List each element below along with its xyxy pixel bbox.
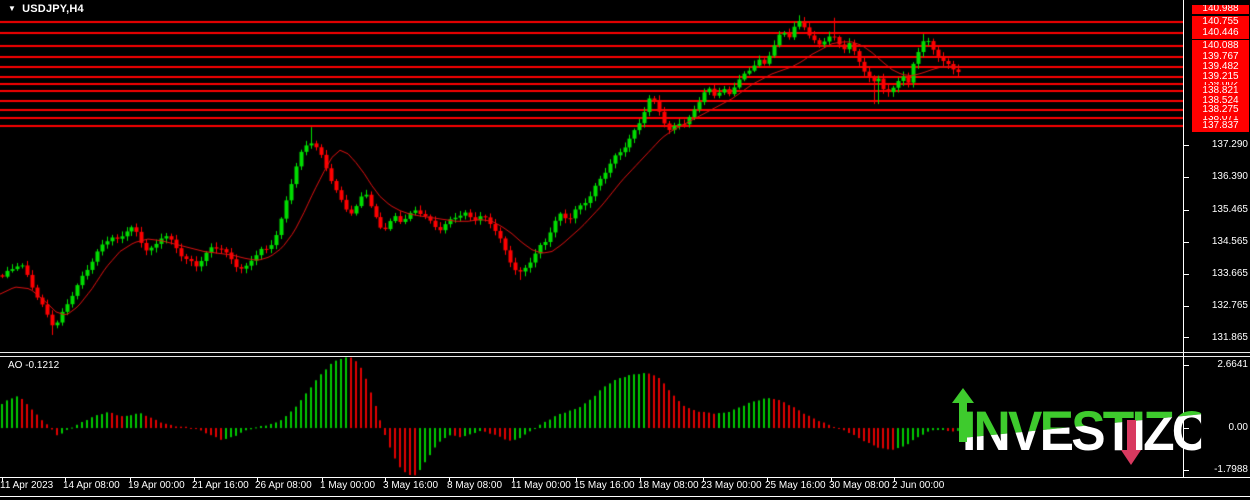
date-tick xyxy=(576,478,577,482)
date-axis-label[interactable]: 25 May 16:00 xyxy=(765,480,826,491)
ao-zero-label: 0.00 xyxy=(1228,422,1248,434)
date-tick xyxy=(894,478,895,482)
price-tick xyxy=(1184,305,1189,307)
date-axis-label[interactable]: 18 May 08:00 xyxy=(638,480,699,491)
price-tick xyxy=(1184,176,1189,178)
price-tick xyxy=(1184,337,1189,339)
ao-indicator-canvas[interactable] xyxy=(0,357,1183,476)
window-bottom-border xyxy=(0,496,1250,497)
date-tick xyxy=(831,478,832,482)
pane-separator[interactable] xyxy=(0,352,1250,357)
price-flag: 140.446 xyxy=(1192,27,1249,40)
date-tick xyxy=(767,478,768,482)
date-tick xyxy=(513,478,514,482)
date-tick xyxy=(385,478,386,482)
date-axis-label[interactable]: 11 May 00:00 xyxy=(511,480,571,491)
price-flag: 139.767 xyxy=(1192,51,1249,64)
price-axis-label: 132.765 xyxy=(1211,300,1248,311)
price-tick xyxy=(1184,273,1189,275)
date-tick xyxy=(194,478,195,482)
date-axis-label[interactable]: 8 May 08:00 xyxy=(447,480,503,491)
price-flag: 140.755 xyxy=(1192,16,1249,29)
date-axis-label[interactable]: 23 May 00:00 xyxy=(701,480,762,491)
ao-tick xyxy=(1184,365,1189,366)
symbol-title-label: USDJPY,H4 xyxy=(22,3,84,15)
price-flag: 139.215 xyxy=(1192,70,1249,83)
ao-tick xyxy=(1184,428,1189,430)
price-axis-line xyxy=(1183,0,1184,477)
price-flag-text: 138.071 xyxy=(1192,116,1249,121)
date-tick xyxy=(130,478,131,482)
date-tick xyxy=(703,478,704,482)
date-tick xyxy=(65,478,66,482)
main-chart-canvas[interactable] xyxy=(0,0,1183,352)
date-axis-label[interactable]: 19 Apr 00:00 xyxy=(128,480,185,491)
price-tick xyxy=(1184,209,1189,211)
price-axis-label: 137.290 xyxy=(1211,139,1248,151)
date-axis-label[interactable]: 3 May 16:00 xyxy=(383,480,439,491)
price-axis-label: 133.665 xyxy=(1211,268,1248,280)
date-tick xyxy=(322,478,323,482)
ao-tick xyxy=(1184,470,1189,471)
price-axis-label: 136.390 xyxy=(1211,171,1248,183)
price-flag-clipped: 140.988 xyxy=(1192,5,1249,14)
ao-max-label: 2.6641 xyxy=(1217,359,1248,370)
date-tick xyxy=(640,478,641,482)
price-flag: 139.482 xyxy=(1192,61,1249,74)
price-flag: 140.088 xyxy=(1192,39,1249,52)
date-axis-label[interactable]: 26 Apr 08:00 xyxy=(255,480,312,491)
price-axis-label: 134.565 xyxy=(1211,236,1248,248)
time-axis-line xyxy=(0,477,1250,478)
price-flag: 138.821 xyxy=(1192,84,1249,97)
price-flag-text: 140.988 xyxy=(1202,5,1239,14)
price-axis-label: 135.465 xyxy=(1211,204,1248,216)
date-axis-label[interactable]: 1 May 00:00 xyxy=(320,480,376,491)
down-arrow-shaft xyxy=(1127,420,1136,450)
date-axis-label[interactable]: 21 Apr 16:00 xyxy=(192,480,249,491)
symbol-title[interactable]: ▼ USDJPY,H4 xyxy=(8,3,84,15)
ao-value-label: AO -0.1212 xyxy=(8,360,60,371)
date-axis-label[interactable]: 30 May 08:00 xyxy=(829,480,890,491)
price-tick xyxy=(1184,144,1189,146)
up-arrow-icon xyxy=(952,388,974,403)
date-axis-label[interactable]: 14 Apr 08:00 xyxy=(63,480,120,491)
price-flag-partial: 138.071 xyxy=(1192,115,1249,121)
investizo-logo: INVESTIZO INVESTIZO xyxy=(946,388,1222,472)
date-axis-label[interactable]: 15 May 16:00 xyxy=(574,480,635,491)
ao-min-label: -1.7988 xyxy=(1214,464,1248,475)
down-arrow-icon xyxy=(1121,450,1141,465)
price-tick xyxy=(1184,241,1189,243)
price-flag: 137.837 xyxy=(1192,119,1249,132)
date-axis-label[interactable]: 2 Jun 00:00 xyxy=(892,480,945,491)
up-arrow-shaft xyxy=(959,402,967,442)
price-axis-label: 131.865 xyxy=(1211,331,1248,343)
down-triangle-icon: ▼ xyxy=(8,4,17,13)
date-tick xyxy=(449,478,450,482)
date-axis-label[interactable]: 11 Apr 2023 xyxy=(0,480,54,491)
date-tick xyxy=(2,478,3,482)
date-tick xyxy=(257,478,258,482)
price-flag: 138.275 xyxy=(1192,104,1249,117)
